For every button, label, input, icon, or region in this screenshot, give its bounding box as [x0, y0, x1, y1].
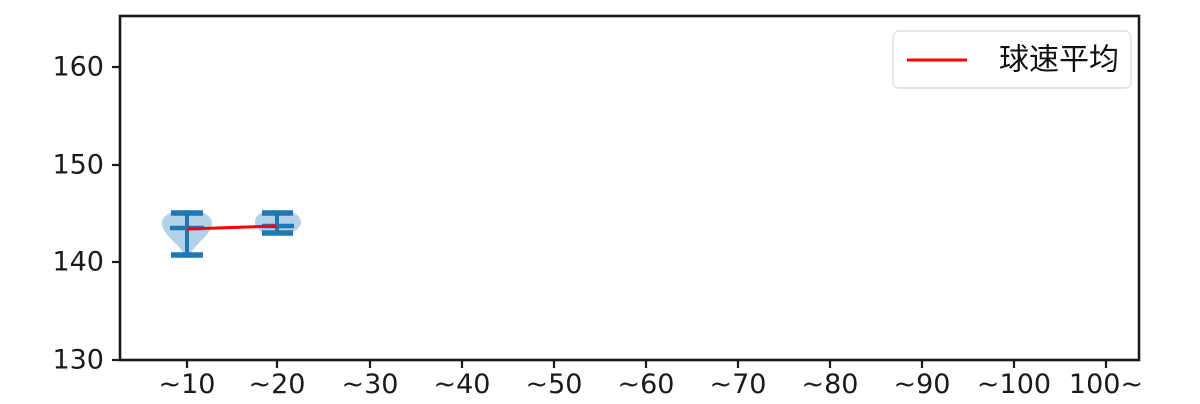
mean-line-series: [186, 224, 278, 231]
x-tick-label-0: ~10: [159, 369, 216, 400]
x-tick-label-8: ~90: [894, 369, 951, 400]
y-axis: 160 150 140 130: [52, 52, 120, 376]
x-tick-label-7: ~80: [802, 369, 859, 400]
violin-group-2: [255, 210, 301, 236]
y-tick-label-150: 150: [52, 150, 104, 181]
y-tick-label-130: 130: [52, 345, 104, 376]
x-tick-label-1: ~20: [249, 369, 306, 400]
x-tick-label-6: ~70: [710, 369, 767, 400]
x-tick-label-2: ~30: [342, 369, 399, 400]
chart-legend[interactable]: 球速平均: [892, 30, 1132, 89]
x-axis: ~10 ~20 ~30 ~40 ~50 ~60 ~70 ~80 ~90 ~100…: [159, 360, 1143, 400]
plot-border: [118, 14, 1141, 362]
x-tick-label-9: ~100: [977, 369, 1051, 400]
x-tick-label-5: ~60: [618, 369, 675, 400]
y-tick-label-140: 140: [52, 247, 104, 278]
legend-background: [892, 30, 1132, 89]
x-tick-label-4: ~50: [526, 369, 583, 400]
legend-label-mean-speed: 球速平均: [999, 43, 1119, 78]
axes-frame: [118, 14, 1141, 362]
x-tick-label-10: 100~: [1069, 369, 1143, 400]
x-tick-label-3: ~40: [434, 369, 491, 400]
y-tick-label-160: 160: [52, 52, 104, 83]
